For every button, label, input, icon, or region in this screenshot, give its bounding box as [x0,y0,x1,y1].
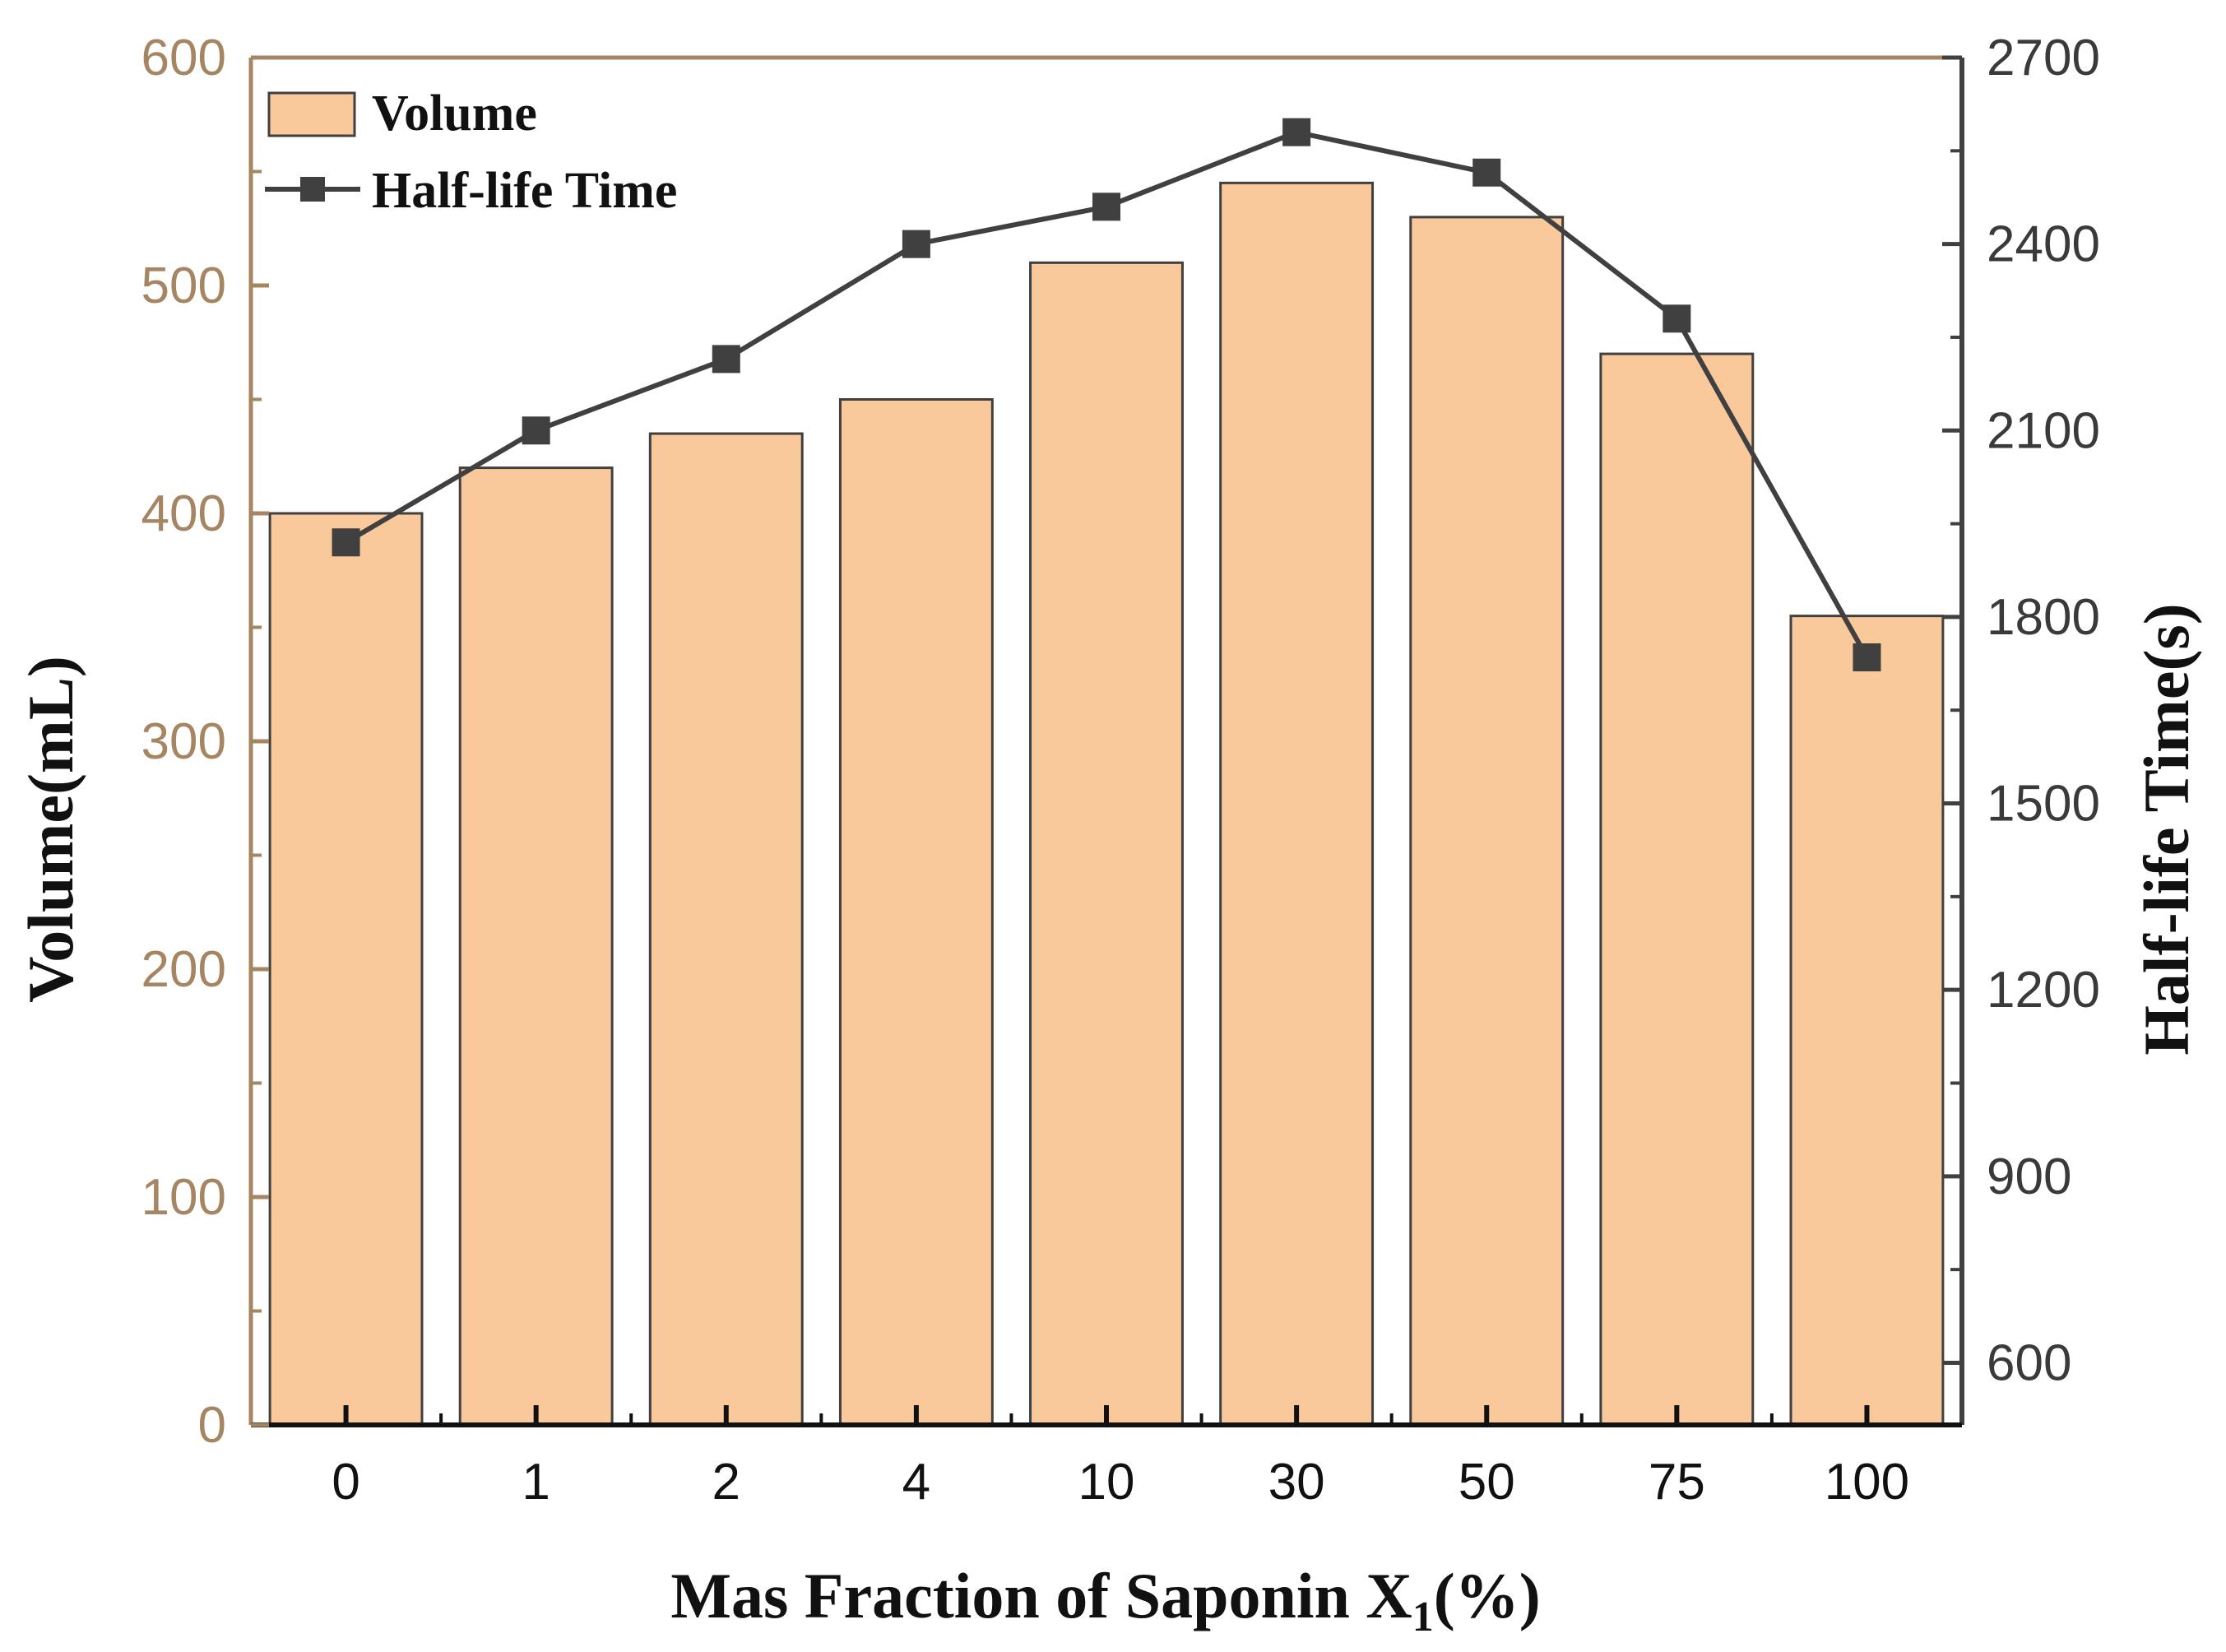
bar-30 [1219,181,1375,1427]
x-tick-label-75: 75 [1649,1454,1705,1510]
right-tick-label-600: 600 [1987,1334,2071,1391]
x-axis-title: Mas Fraction of Saponin X1(%) [670,1560,1540,1640]
left-tick-label-100: 100 [141,1169,226,1226]
x-tick-label-10: 10 [1078,1454,1135,1510]
bar-1 [458,466,614,1427]
x-tick-label-100: 100 [1825,1454,1909,1510]
half-life-line [332,118,1881,672]
left-tick-label-0: 0 [198,1397,226,1454]
half-life-point-100 [1853,643,1881,672]
right-tick-label-2100: 2100 [1987,402,2100,459]
half-life-point-50 [1472,158,1501,187]
x-tick-label-2: 2 [712,1454,740,1510]
x-axis-title-subscript: 1 [1412,1594,1434,1640]
half-life-point-75 [1663,304,1691,333]
legend-halflife-marker [300,177,325,202]
x-tick-label-4: 4 [902,1454,930,1510]
left-tick-label-300: 300 [141,713,226,770]
right-tick-label-900: 900 [1987,1149,2071,1205]
right-tick-label-1500: 1500 [1987,776,2100,833]
right-tick-label-2700: 2700 [1987,30,2100,86]
y-axis-left-title: Volume(mL) [15,656,86,1003]
left-tick-label-600: 600 [141,30,226,86]
x-tick-label-1: 1 [522,1454,550,1510]
x-tick-label-0: 0 [332,1454,359,1510]
half-life-point-4 [902,230,930,258]
half-life-point-1 [522,416,550,445]
volume-bars [268,181,1945,1427]
legend-halflife-label: Half-life Time [372,163,677,219]
left-tick-label-500: 500 [141,258,226,314]
half-life-point-0 [332,528,360,557]
bar-0 [268,512,424,1427]
y-axis-right-title: Half-life Time(s) [2131,603,2202,1056]
x-axis-title-main: Mas Fraction of Saponin X [670,1560,1412,1631]
bar-10 [1029,261,1184,1427]
x-tick-label-30: 30 [1268,1454,1325,1510]
bar-4 [838,398,994,1427]
bar-100 [1789,615,1945,1427]
left-tick-label-200: 200 [141,941,226,998]
x-axis-title-tail: (%) [1434,1560,1541,1631]
half-life-point-30 [1282,118,1311,146]
right-tick-label-1800: 1800 [1987,589,2100,646]
x-tick-label-50: 50 [1458,1454,1515,1510]
axes: 0100200300400500600600900120015001800210… [141,30,2100,1510]
bar-75 [1599,352,1755,1427]
bar-50 [1409,216,1565,1427]
bar-2 [648,432,804,1427]
legend-volume-swatch [267,91,356,137]
right-tick-label-2400: 2400 [1987,216,2100,273]
legend-volume-label: Volume [372,86,537,142]
legend: Volume Half-life Time [265,86,677,219]
right-tick-label-1200: 1200 [1987,962,2100,1019]
left-tick-label-400: 400 [141,485,226,542]
half-life-point-2 [712,345,740,374]
half-life-point-10 [1092,193,1120,221]
